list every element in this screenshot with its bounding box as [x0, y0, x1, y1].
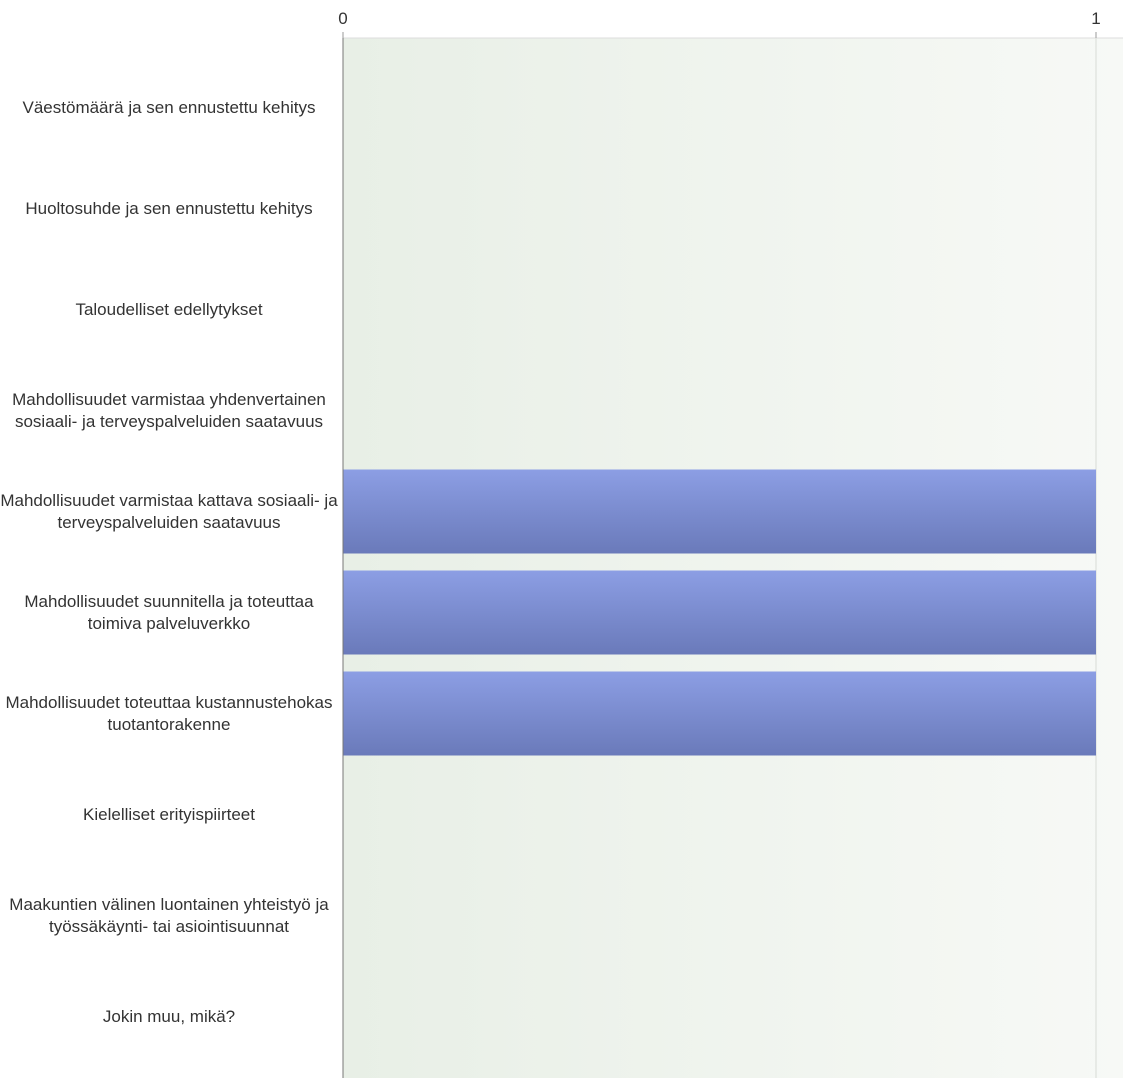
- y-tick-label: Mahdollisuudet toteuttaa kustannustehoka…: [5, 692, 333, 734]
- y-tick-label: Jokin muu, mikä?: [102, 1006, 236, 1026]
- y-tick-label: Taloudelliset edellytykset: [75, 299, 263, 319]
- y-tick-label: Kielelliset erityispiirteet: [83, 804, 255, 824]
- y-tick-label: Väestömäärä ja sen ennustettu kehitys: [22, 97, 316, 117]
- x-tick-label: 0: [338, 9, 347, 28]
- y-tick-label: Huoltosuhde ja sen ennustettu kehitys: [25, 198, 313, 218]
- y-tick-label: Mahdollisuudet suunnitella ja toteuttaa …: [24, 591, 314, 633]
- y-tick-label: Mahdollisuudet varmistaa kattava sosiaal…: [0, 490, 338, 532]
- x-tick-label: 1: [1091, 9, 1100, 28]
- bar: [343, 469, 1096, 554]
- bar: [343, 570, 1096, 655]
- y-tick-label: Mahdollisuudet varmistaa yhdenvertainen …: [12, 389, 326, 431]
- plot-background: [343, 38, 1123, 1078]
- bar: [343, 671, 1096, 756]
- y-tick-label: Maakuntien välinen luontainen yhteistyö …: [9, 894, 329, 936]
